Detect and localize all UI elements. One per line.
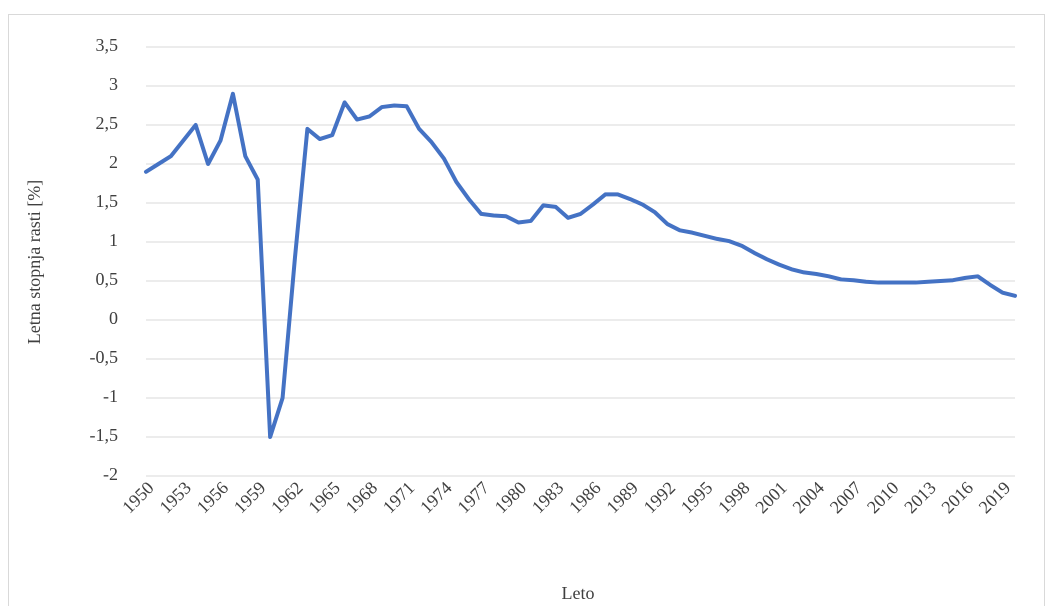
chart-frame [8, 14, 1045, 606]
y-tick-label: 2,5 [96, 113, 119, 133]
y-tick-label: 1,5 [96, 191, 119, 211]
y-tick-label: 3,5 [96, 35, 119, 55]
y-tick-label: -0,5 [90, 347, 119, 367]
y-tick-label: 3 [109, 74, 118, 94]
x-axis-title: Leto [562, 583, 595, 603]
y-tick-label: 2 [109, 152, 118, 172]
y-tick-label: 1 [109, 230, 118, 250]
y-tick-label: -1,5 [90, 425, 119, 445]
y-tick-label: 0,5 [96, 269, 119, 289]
y-tick-label: -2 [103, 464, 118, 484]
y-tick-label: -1 [103, 386, 118, 406]
data-line [144, 91, 1017, 439]
y-tick-label: 0 [109, 308, 118, 328]
y-axis-title: Letna stopnja rasti [%] [24, 180, 44, 344]
